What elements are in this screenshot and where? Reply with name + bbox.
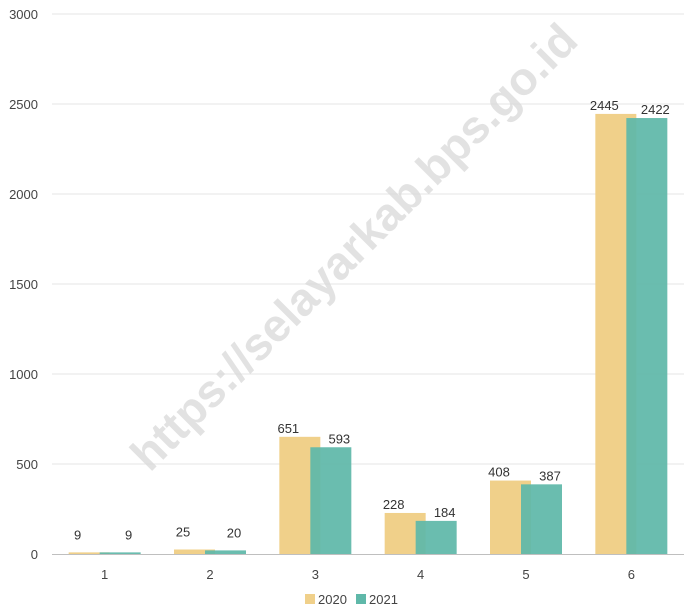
- y-tick-label: 1000: [9, 367, 38, 382]
- x-tick-label: 4: [417, 567, 424, 582]
- y-tick-label: 1500: [9, 277, 38, 292]
- data-label-2021-5: 387: [539, 468, 561, 483]
- legend-swatch-2021: [356, 594, 366, 604]
- bar-2021-1: [99, 552, 141, 554]
- y-tick-label: 2500: [9, 97, 38, 112]
- data-labels: 9 9 25 20 651 593 228 184 408 387 2445 2422: [74, 98, 670, 542]
- bar-2021-2: [205, 550, 246, 554]
- x-tick-label: 2: [206, 567, 213, 582]
- gridlines: [52, 13, 684, 465]
- data-label-2021-1: 9: [125, 527, 132, 542]
- bar-2021-5: [521, 484, 562, 554]
- data-label-2020-4: 228: [383, 497, 405, 512]
- data-label-2021-6: 2422: [641, 102, 670, 117]
- y-tick-label: 500: [16, 457, 38, 472]
- data-label-2020-3: 651: [277, 421, 299, 436]
- y-tick-label: 3000: [9, 7, 38, 22]
- x-tick-label: 3: [312, 567, 319, 582]
- data-label-2020-1: 9: [74, 527, 81, 542]
- data-label-2020-5: 408: [488, 465, 510, 480]
- legend-swatch-2020: [305, 594, 315, 604]
- bars: [68, 113, 668, 555]
- data-label-2021-2: 20: [227, 525, 241, 540]
- bar-2020-2: [174, 549, 215, 554]
- y-tick-label: 2000: [9, 187, 38, 202]
- y-tick-label: 0: [31, 547, 38, 562]
- legend[interactable]: 2020 2021: [305, 592, 398, 607]
- legend-label-2020[interactable]: 2020: [318, 592, 347, 607]
- legend-label-2021[interactable]: 2021: [369, 592, 398, 607]
- bar-2020-1: [68, 552, 110, 554]
- bar-2021-4: [415, 520, 457, 554]
- data-label-2021-4: 184: [434, 505, 456, 520]
- watermark: https://selayarkab.bps.go.id: [120, 13, 587, 480]
- data-label-2020-6: 2445: [590, 98, 619, 113]
- x-tick-label: 5: [522, 567, 529, 582]
- x-tick-label: 6: [628, 567, 635, 582]
- data-label-2020-2: 25: [176, 525, 190, 540]
- x-axis: 1 2 3 4 5 6: [101, 567, 635, 582]
- x-tick-label: 1: [101, 567, 108, 582]
- y-axis: 0 500 1000 1500 2000 2500 3000: [9, 7, 38, 562]
- data-label-2021-3: 593: [328, 431, 350, 446]
- bar-2021-3: [310, 447, 352, 554]
- bar-2021-6: [626, 118, 668, 554]
